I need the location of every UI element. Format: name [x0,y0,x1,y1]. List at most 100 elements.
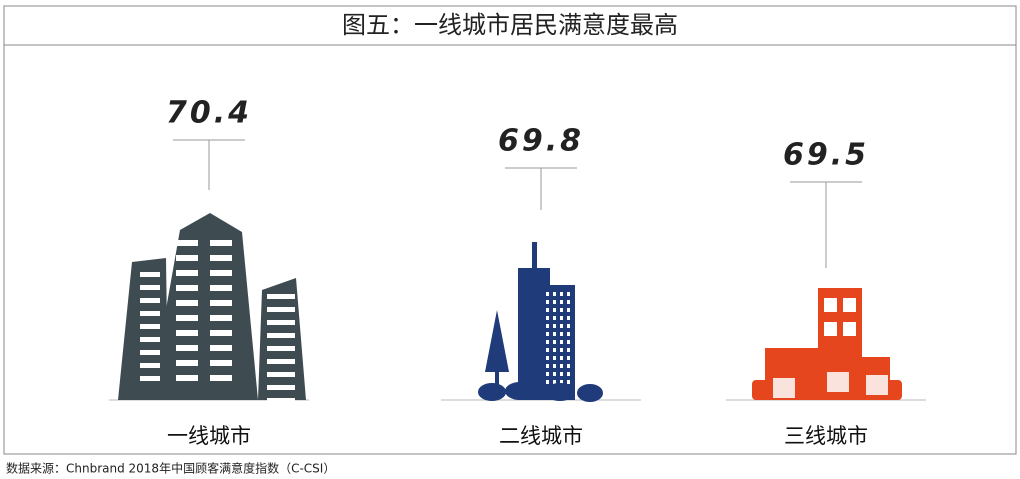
chart-title: 图五：一线城市居民满意度最高 [342,11,678,39]
window [267,359,295,364]
window [560,340,563,344]
window [267,333,295,338]
window [567,364,570,368]
window [560,300,563,304]
window [140,298,160,303]
window [824,322,837,336]
window [267,398,295,403]
source-note: 数据来源：Chnbrand 2018年中国顾客满意度指数（C-CSI） [6,461,335,476]
window [140,376,160,381]
window [824,298,837,312]
door [827,372,849,392]
window [267,385,295,390]
window [567,292,570,296]
window [560,356,563,360]
window [176,300,198,306]
category-label: 三线城市 [784,424,868,448]
window [140,324,160,329]
window [843,322,856,336]
window [567,308,570,312]
window [843,298,856,312]
window [140,350,160,355]
window [176,240,198,246]
window [267,307,295,312]
value-label: 69.8 [498,124,584,159]
window [567,356,570,360]
window [546,300,549,304]
window [210,285,232,291]
window [210,345,232,351]
window [546,340,549,344]
window [553,316,556,320]
window [210,255,232,261]
window [553,324,556,328]
window [546,364,549,368]
window [546,316,549,320]
window [140,285,160,290]
window [546,372,549,376]
value-label: 70.4 [166,96,252,131]
window [210,270,232,276]
door [866,375,888,395]
window [560,308,563,312]
bush [505,382,535,400]
category-label: 二线城市 [499,424,583,448]
window [176,255,198,261]
window [567,300,570,304]
window [140,337,160,342]
window [176,285,198,291]
window [567,316,570,320]
window [176,270,198,276]
window [553,372,556,376]
window [560,292,563,296]
window [567,332,570,336]
antenna [532,242,537,272]
window [567,372,570,376]
window [560,324,563,328]
window [176,315,198,321]
window [546,332,549,336]
window [553,356,556,360]
window [176,330,198,336]
window [553,348,556,352]
window [267,346,295,351]
window [553,364,556,368]
window [553,292,556,296]
window [210,360,232,366]
window [553,332,556,336]
window [567,340,570,344]
window [176,345,198,351]
window [210,240,232,246]
window [560,348,563,352]
window [176,375,198,381]
window [553,340,556,344]
window [210,300,232,306]
window [267,372,295,377]
window [560,316,563,320]
window [546,356,549,360]
window [553,300,556,304]
window [140,363,160,368]
window [210,375,232,381]
window [546,380,549,384]
window [546,308,549,312]
bush [577,384,603,402]
window [140,272,160,277]
window [267,294,295,299]
door [773,378,795,398]
window [267,320,295,325]
chart: 图五：一线城市居民满意度最高 数据来源：Chnbrand 2018年中国顾客满意… [0,0,1020,479]
window [210,315,232,321]
bush [478,383,506,401]
window [176,360,198,366]
window [546,348,549,352]
bush [545,383,575,401]
window [567,348,570,352]
value-label: 69.5 [783,138,869,173]
window [560,332,563,336]
window [553,380,556,384]
window [560,364,563,368]
window [546,324,549,328]
window [140,311,160,316]
window [553,308,556,312]
